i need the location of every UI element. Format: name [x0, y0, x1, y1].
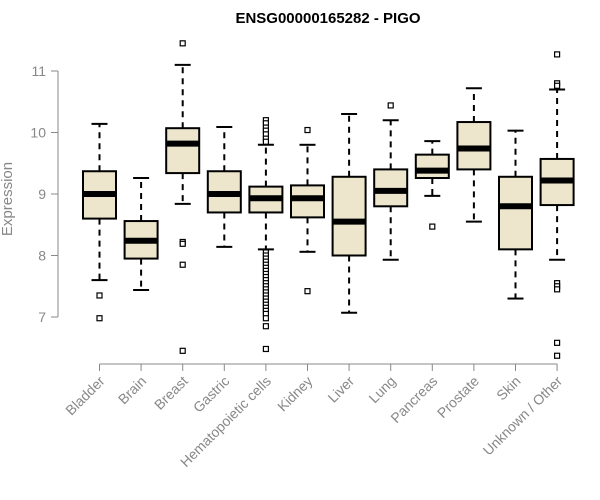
box-hematopoietic-cells	[248, 117, 284, 353]
y-tick-label: 10	[30, 125, 46, 141]
outlier-point	[179, 40, 186, 47]
box-liver	[331, 113, 367, 314]
outlier-point	[262, 138, 269, 145]
outlier-point	[387, 102, 394, 109]
box-skin	[498, 129, 533, 300]
iqr-box	[331, 175, 367, 257]
iqr-box	[373, 168, 409, 208]
x-tick-label: Liver	[324, 373, 357, 406]
x-tick-label: Bladder	[62, 373, 108, 419]
iqr-box	[414, 153, 450, 180]
outlier-point	[553, 339, 561, 346]
iqr-box	[498, 175, 533, 251]
x-tick-label: Kidney	[274, 373, 316, 415]
outlier-point	[553, 82, 561, 89]
outlier-point	[304, 288, 311, 295]
y-axis: 7 8 9 10 11	[30, 63, 59, 325]
x-tick-label: Lung	[365, 373, 398, 406]
box-unknown-other	[539, 51, 575, 359]
outlier-point	[96, 292, 103, 299]
outlier-point	[429, 223, 436, 230]
y-tick-label: 9	[38, 186, 46, 202]
y-tick-label: 8	[38, 248, 46, 264]
outlier-point	[553, 286, 561, 293]
box-pancreas	[414, 140, 450, 230]
outlier-point	[96, 315, 103, 322]
box-gastric	[206, 125, 242, 248]
box-kidney	[290, 126, 325, 295]
outlier-point	[179, 240, 186, 247]
box-bladder	[82, 122, 117, 322]
outlier-point	[179, 347, 186, 354]
y-tick-label: 11	[31, 63, 46, 79]
x-tick-label: Unknown / Other	[480, 373, 566, 459]
y-axis-label: Expression	[0, 162, 16, 236]
outlier-point	[553, 51, 561, 58]
boxes-group	[82, 40, 575, 359]
x-tick-label: Brain	[115, 373, 149, 407]
x-tick-label: Breast	[151, 373, 191, 413]
chart-title: ENSG00000165282 - PIGO	[235, 10, 420, 27]
y-tick-label: 7	[38, 309, 46, 325]
outlier-point	[304, 126, 311, 134]
box-lung	[373, 102, 409, 261]
box-brain	[123, 177, 159, 291]
outlier-point	[179, 261, 186, 268]
outlier-point	[262, 315, 269, 322]
x-tick-label: Skin	[493, 373, 524, 404]
iqr-box	[165, 127, 201, 175]
x-tick-label: Prostate	[434, 373, 482, 421]
outlier-point	[262, 323, 269, 330]
outlier-point	[262, 345, 269, 353]
box-breast	[165, 40, 201, 354]
box-prostate	[456, 87, 492, 223]
outlier-point	[553, 352, 561, 359]
iqr-box	[290, 184, 325, 219]
